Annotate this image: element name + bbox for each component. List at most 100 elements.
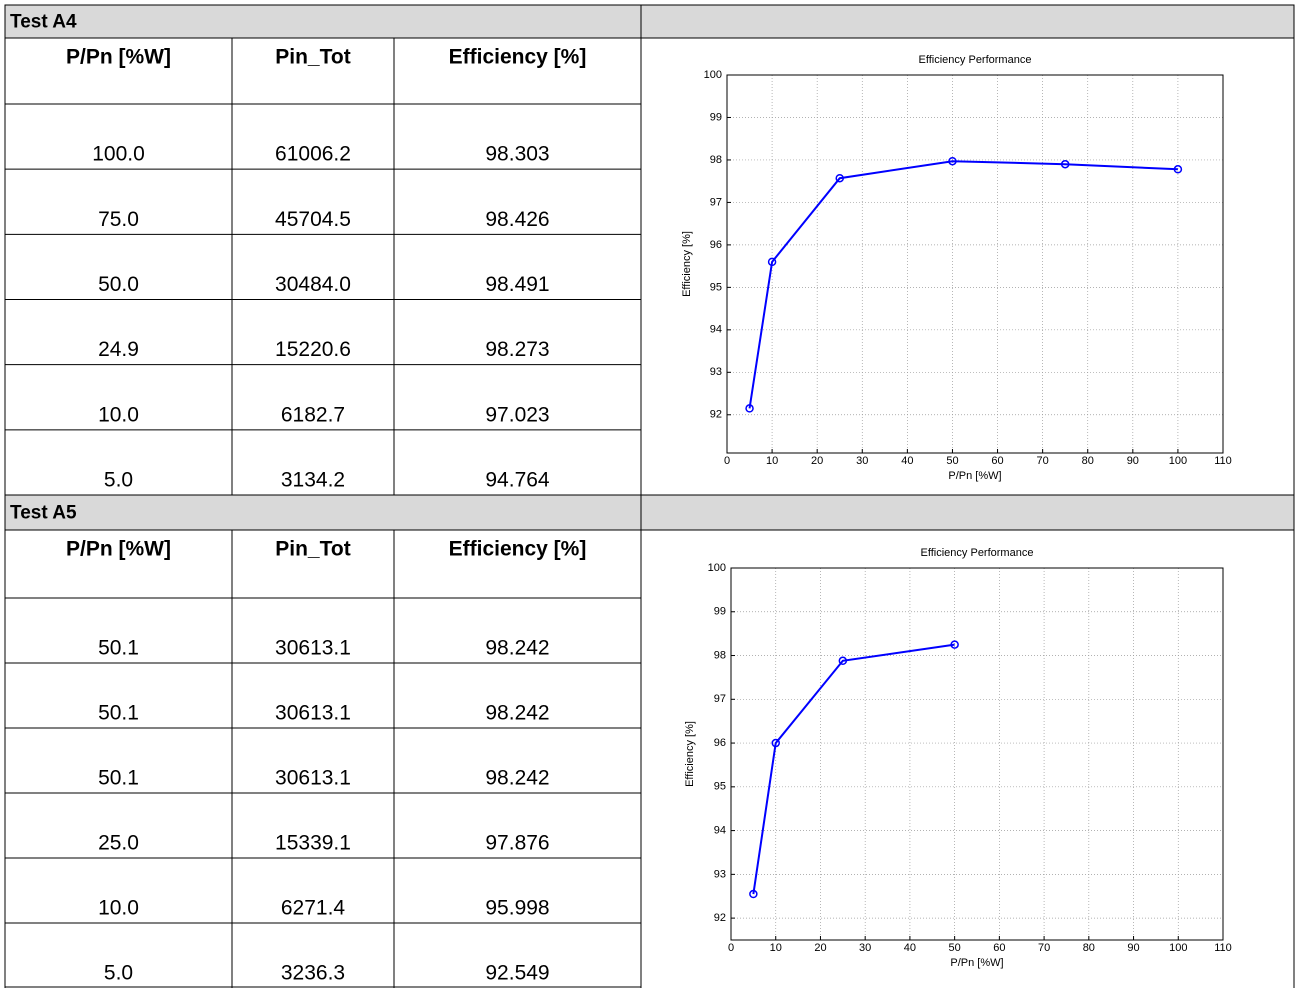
marker [1173,165,1183,174]
marker [749,889,758,899]
column-header: Efficiency [%] [449,46,587,69]
x-tick-label: 0 [728,942,734,954]
y-tick-label: 95 [714,781,726,793]
cell: 98.242 [485,702,549,725]
cell: 5.0 [104,962,133,985]
x-tick-label: 60 [993,942,1005,954]
cell: 24.9 [98,338,139,361]
cell: 97.023 [485,403,549,426]
x-tick-label: 40 [901,455,913,467]
cell: 30484.0 [275,273,351,296]
x-tick-label: 50 [946,455,958,467]
cell: 3236.3 [281,962,345,985]
cell: 50.0 [98,273,139,296]
cell: 100.0 [92,143,145,166]
cell: 3134.2 [281,469,345,492]
y-tick-label: 93 [710,366,722,378]
section-header [4,494,1295,531]
y-tick-label: 97 [710,196,722,208]
cell: 30613.1 [275,702,351,725]
x-axis-label: P/Pn [%W] [948,470,1001,482]
x-tick-label: 80 [1082,455,1094,467]
x-tick-label: 110 [1214,942,1232,954]
cell: 50.1 [98,767,139,790]
cell: 25.0 [98,832,139,855]
y-tick-label: 100 [708,562,726,574]
y-axis-label: Efficiency [%] [684,721,696,787]
section-header [4,4,1295,39]
cell: 15339.1 [275,832,351,855]
x-tick-label: 20 [811,455,823,467]
cell: 6182.7 [281,403,345,426]
cell: 30613.1 [275,767,351,790]
section-title: Test A5 [10,503,77,524]
plot-frame [726,74,1224,454]
cell: 5.0 [104,469,133,492]
plot-area [727,75,1223,453]
marker [838,656,848,666]
column-header: Efficiency [%] [449,538,587,561]
x-axis-label: P/Pn [%W] [950,957,1003,969]
cell: 98.242 [485,767,549,790]
cell: 10.0 [98,403,139,426]
plot-frame [730,567,1224,941]
chart-title: Efficiency Performance [919,54,1032,66]
marker [948,156,957,166]
line [748,160,1178,409]
cell: 50.1 [98,637,139,660]
cell: 98.303 [485,143,549,166]
cell: 97.876 [485,832,549,855]
y-tick-label: 95 [710,281,722,293]
column-header: Pin_Tot [275,538,350,561]
cell: 50.1 [98,702,139,725]
cell: 61006.2 [275,143,351,166]
x-tick-label: 70 [1038,942,1050,954]
y-tick-label: 96 [714,737,726,749]
marker [1060,159,1070,169]
x-tick-label: 110 [1214,455,1232,467]
cell: 94.764 [485,469,550,492]
y-tick-label: 92 [710,409,722,421]
cell: 98.426 [485,208,549,231]
column-header: Pin_Tot [275,46,350,69]
y-tick-label: 92 [714,912,726,924]
cell: 45704.5 [275,208,351,231]
x-tick-label: 100 [1169,455,1187,467]
y-axis-label: Efficiency [%] [681,231,693,297]
cell: 98.491 [485,273,549,296]
marker [950,640,959,649]
y-tick-label: 98 [714,649,726,661]
chart-title: Efficiency Performance [921,547,1034,559]
y-tick-label: 99 [710,111,722,123]
x-tick-label: 100 [1169,942,1187,954]
x-tick-label: 60 [991,455,1003,467]
y-tick-label: 94 [714,824,726,836]
x-tick-label: 30 [859,942,871,954]
marker [745,404,754,413]
y-tick-label: 96 [710,239,722,251]
x-tick-label: 10 [766,455,778,467]
cell: 30613.1 [275,637,351,660]
x-tick-label: 10 [770,942,782,954]
cell: 15220.6 [275,338,351,361]
x-tick-label: 90 [1127,455,1139,467]
cell: 92.549 [485,962,549,985]
cell: 10.0 [98,897,139,920]
x-tick-label: 0 [724,455,730,467]
y-tick-label: 100 [704,69,722,81]
x-tick-label: 50 [949,942,961,954]
section-title: Test A4 [10,12,77,33]
marker [771,738,780,748]
cell: 75.0 [98,208,139,231]
y-tick-label: 93 [714,868,726,880]
cell: 98.273 [485,338,549,361]
y-tick-label: 99 [714,606,726,618]
y-tick-label: 94 [710,324,722,336]
cell: 98.242 [485,637,549,660]
line [752,643,955,895]
x-tick-label: 40 [904,942,916,954]
column-header: P/Pn [%W] [66,538,171,561]
y-tick-label: 98 [710,154,722,166]
x-tick-label: 80 [1083,942,1095,954]
y-tick-label: 97 [714,693,726,705]
